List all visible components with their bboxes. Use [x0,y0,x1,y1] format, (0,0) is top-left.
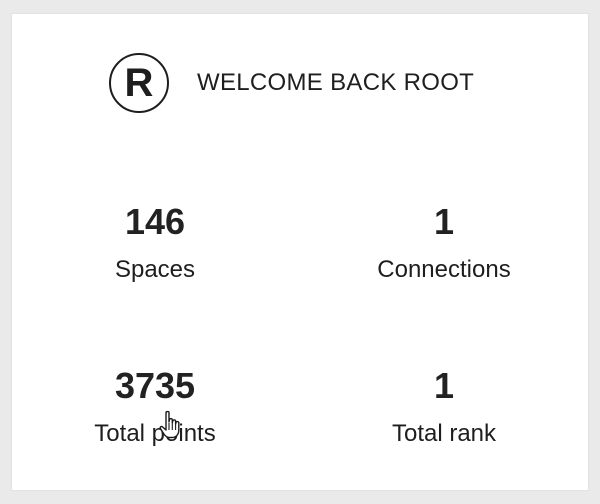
stat-label: Total points [94,420,216,447]
hand-pointer-icon [159,410,180,439]
dashboard-card: R WELCOME BACK ROOT 146 Spaces 1 Connect… [12,14,588,490]
stat-value: 146 [124,201,186,242]
stat-value: 1 [433,201,455,242]
avatar[interactable]: R [109,53,169,113]
stat-label: Connections [377,256,511,283]
stat-label: Total rank [391,420,497,447]
stat-value: 1 [433,365,455,406]
stat-label: Spaces [114,256,196,283]
stat-connections[interactable]: 1 Connections [344,202,544,284]
welcome-header: R WELCOME BACK ROOT [109,52,474,114]
welcome-title: WELCOME BACK ROOT [197,69,475,96]
avatar-letter: R [124,61,154,105]
stat-total-points[interactable]: 3735 Total points [55,366,255,448]
stat-spaces[interactable]: 146 Spaces [55,202,255,284]
stat-total-rank[interactable]: 1 Total rank [344,366,544,448]
stat-value: 3735 [114,365,196,406]
